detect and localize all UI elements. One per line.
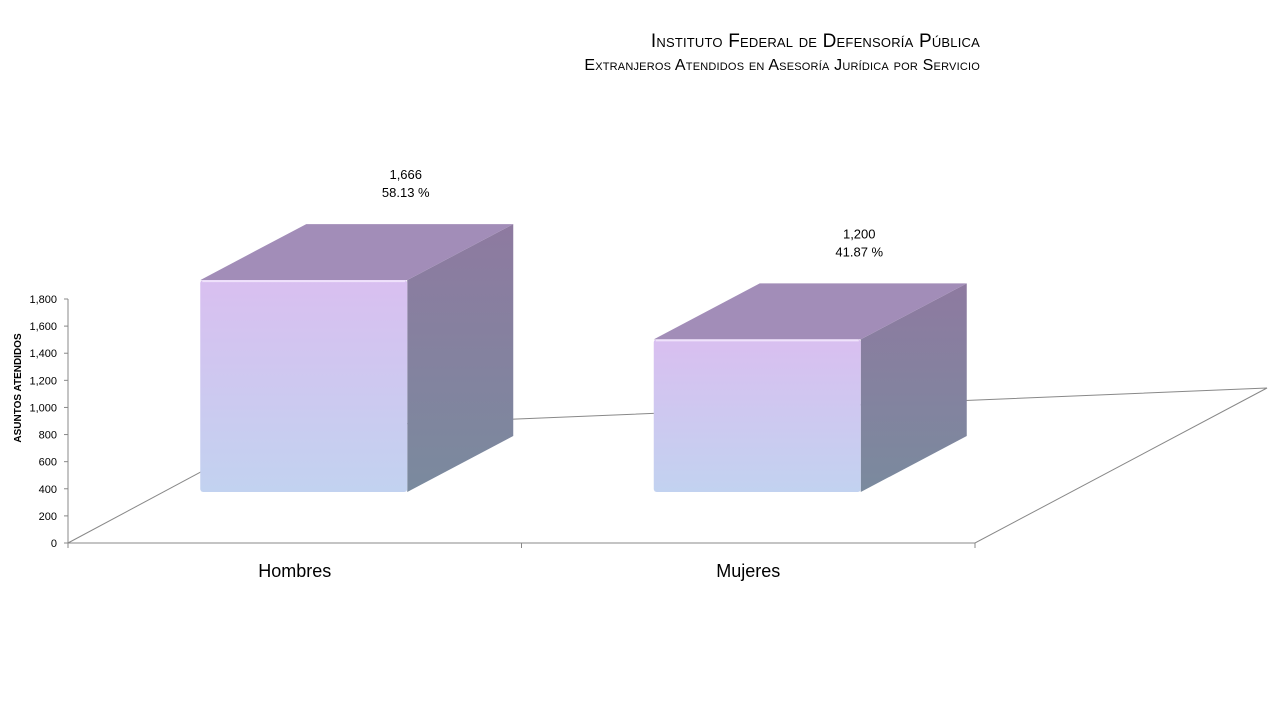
- data-label-value: 1,200: [843, 226, 876, 241]
- data-label-percent: 41.87 %: [835, 244, 883, 259]
- chart-subtitle: Extranjeros Atendidos en Asesoría Jurídi…: [584, 57, 980, 74]
- data-label-value: 1,666: [389, 167, 422, 182]
- x-category-label: Mujeres: [716, 561, 780, 581]
- y-tick-label: 1,600: [29, 321, 57, 333]
- bar-front-face: [653, 339, 861, 492]
- bar-top-face: [200, 224, 514, 281]
- bar-hombres: [200, 224, 514, 492]
- x-category-label: Hombres: [258, 561, 331, 581]
- y-tick-label: 600: [39, 457, 57, 469]
- y-tick-label: 1,800: [29, 294, 57, 306]
- bar-front-face: [200, 280, 408, 492]
- y-axis-title: ASUNTOS ATENDIDOS: [13, 333, 24, 443]
- y-tick-label: 200: [39, 511, 57, 523]
- bar-side-face: [860, 283, 967, 492]
- bar-side-face: [407, 224, 514, 492]
- y-tick-label: 1,200: [29, 375, 57, 387]
- chart-title: Instituto Federal de Defensoría Pública: [650, 31, 980, 52]
- y-tick-label: 800: [39, 430, 57, 442]
- bar-top-face: [653, 283, 967, 340]
- y-tick-label: 1,000: [29, 402, 57, 414]
- bar-mujeres: [653, 283, 967, 492]
- y-tick-label: 400: [39, 484, 57, 496]
- y-tick-label: 1,400: [29, 348, 57, 360]
- chart-title-block: Instituto Federal de Defensoría Pública …: [584, 30, 980, 78]
- data-label-percent: 58.13 %: [382, 185, 430, 200]
- y-tick-label: 0: [51, 538, 57, 550]
